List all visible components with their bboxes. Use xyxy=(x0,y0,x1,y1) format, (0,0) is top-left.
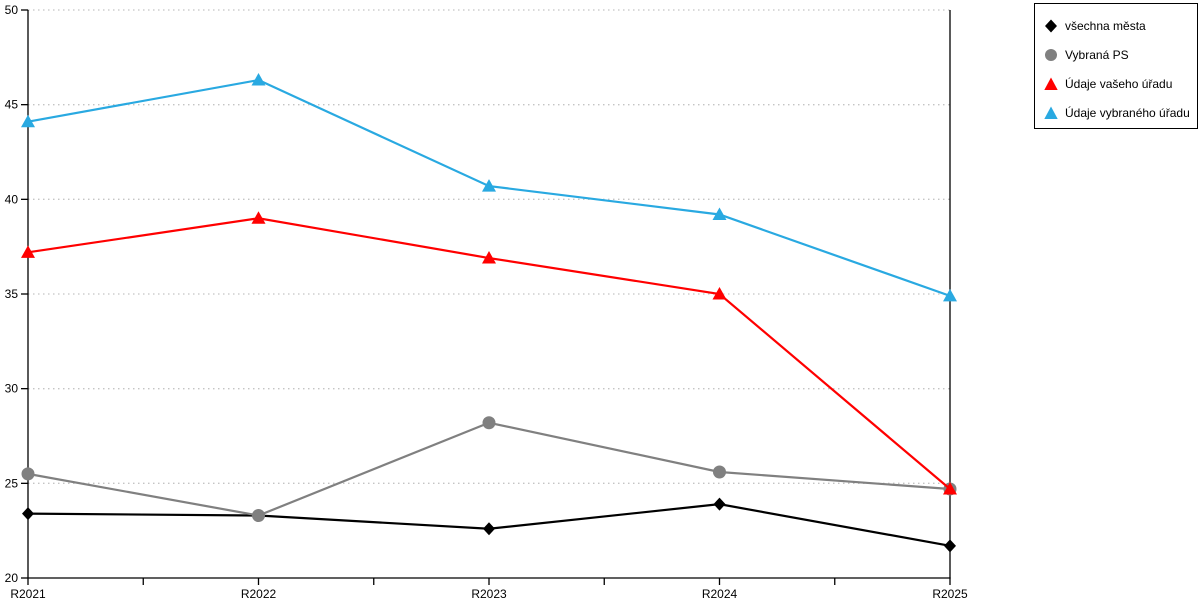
x-tick-label: R2022 xyxy=(241,587,277,600)
legend-item: Údaje vašeho úřadu xyxy=(1044,69,1197,98)
data-point-triangle xyxy=(21,114,35,128)
legend-item: Vybraná PS xyxy=(1044,40,1197,69)
y-tick-label: 25 xyxy=(5,476,19,490)
y-tick-label: 45 xyxy=(5,98,19,112)
diamond-shape xyxy=(1045,19,1057,32)
x-tick-label: R2025 xyxy=(932,587,968,600)
y-tick-label: 30 xyxy=(5,382,19,396)
diamond-marker-icon xyxy=(1045,19,1057,32)
data-point-diamond xyxy=(713,497,726,511)
y-tick-label: 35 xyxy=(5,287,19,301)
legend-label: všechna města xyxy=(1065,18,1146,33)
legend: všechna města Vybraná PS Údaje vašeho úř… xyxy=(1034,3,1198,129)
data-point-triangle xyxy=(712,207,727,220)
circle-shape xyxy=(1045,48,1057,61)
data-point-diamond xyxy=(944,539,956,553)
data-point-diamond xyxy=(483,522,495,536)
y-tick-label: 50 xyxy=(5,3,19,17)
legend-item: všechna města xyxy=(1044,11,1197,40)
data-point-triangle xyxy=(21,245,35,258)
triangle-marker-icon xyxy=(1044,77,1058,90)
data-point-diamond xyxy=(22,507,34,521)
y-tick-label: 20 xyxy=(5,571,19,585)
data-point-triangle xyxy=(482,179,496,192)
legend-label: Údaje vybraného úřadu xyxy=(1065,105,1190,120)
x-tick-label: R2021 xyxy=(10,587,46,600)
series-line-1 xyxy=(27,421,951,517)
triangle-shape xyxy=(1044,77,1058,90)
data-point-circle xyxy=(713,465,726,479)
data-point-circle xyxy=(482,416,496,430)
circle-marker-icon xyxy=(1045,48,1057,61)
triangle-marker-icon xyxy=(1044,106,1058,119)
x-tick-label: R2023 xyxy=(471,587,507,600)
legend-label: Vybraná PS xyxy=(1065,47,1129,62)
legend-label: Údaje vašeho úřadu xyxy=(1065,76,1173,91)
legend-item: Údaje vybraného úřadu xyxy=(1044,98,1197,127)
triangle-shape xyxy=(1044,106,1058,119)
data-point-triangle xyxy=(251,73,266,86)
x-tick-label: R2024 xyxy=(702,587,738,600)
data-point-circle xyxy=(252,509,265,523)
y-tick-label: 40 xyxy=(5,192,19,206)
data-point-triangle xyxy=(943,288,957,302)
data-point-triangle xyxy=(712,287,727,300)
data-point-circle xyxy=(21,467,35,481)
data-point-triangle xyxy=(482,251,496,264)
data-point-triangle xyxy=(251,211,266,224)
data-point-triangle xyxy=(943,482,957,495)
